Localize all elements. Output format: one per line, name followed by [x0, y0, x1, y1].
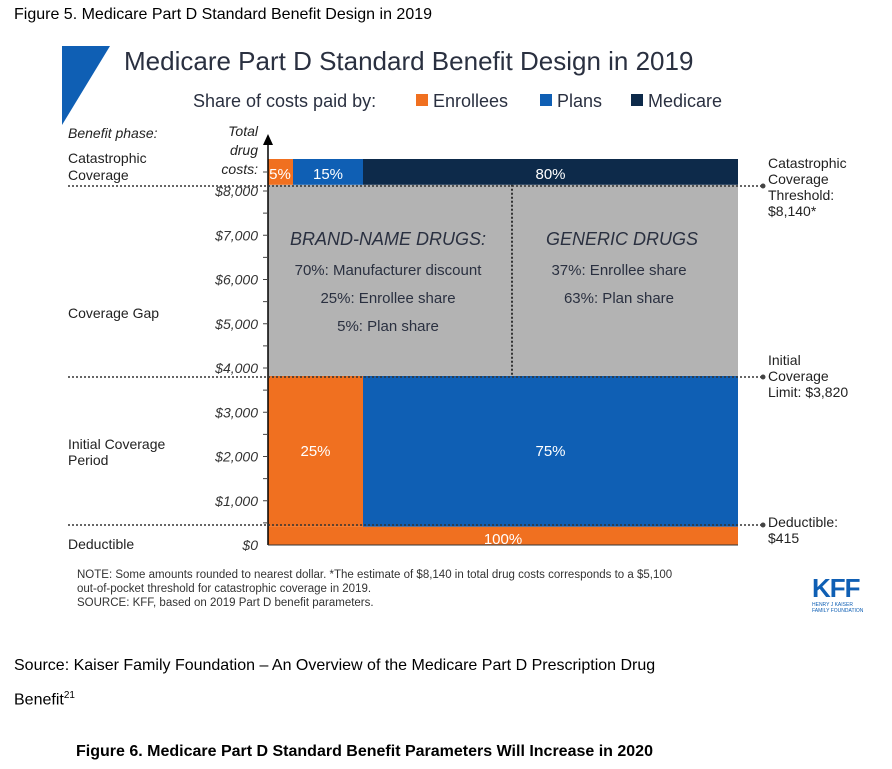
annotation-catastrophic-threshold: $8,140* — [768, 203, 817, 219]
y-tick-label: $6,000 — [214, 272, 258, 288]
source-text-continued: Benefit21 — [14, 690, 75, 709]
annotation-deductible: $415 — [768, 530, 799, 546]
legend-swatch-enrollees — [416, 94, 428, 106]
source-word: Benefit — [14, 691, 64, 709]
chart-note: SOURCE: KFF, based on 2019 Part D benefi… — [77, 597, 374, 609]
y-tick-label: $8,000 — [214, 183, 258, 199]
legend-entry-medicare: Medicare — [648, 91, 722, 111]
annotation-catastrophic-threshold: Catastrophic — [768, 155, 847, 171]
figure-caption: Figure 5. Medicare Part D Standard Benef… — [14, 6, 433, 23]
bar-label-catastrophic-medicare: 80% — [535, 166, 565, 183]
benefit-phase-header: Benefit phase: — [68, 125, 158, 141]
annotation-initial-coverage-limit: Coverage — [768, 368, 829, 384]
annotation-initial-coverage-limit: Initial — [768, 352, 801, 368]
bar-label-catastrophic-plans: 15% — [313, 166, 343, 183]
annotation-deductible: Deductible: — [768, 514, 838, 530]
chart-note: NOTE: Some amounts rounded to nearest do… — [77, 569, 672, 581]
generic-drugs-heading: GENERIC DRUGS — [546, 229, 698, 249]
generic-drugs-line: 63%: Plan share — [564, 290, 674, 307]
y-tick-label: $2,000 — [214, 449, 258, 465]
y-axis-label: Total — [228, 123, 259, 139]
phase-label-initial-coverage-period: Period — [68, 452, 108, 468]
legend-entry-plans: Plans — [557, 91, 602, 111]
legend-swatch-medicare — [631, 94, 643, 106]
bar-label-initial-enrollees: 25% — [300, 443, 330, 460]
bar-initial-coverage-enrollees — [268, 375, 363, 527]
legend-swatch-plans — [540, 94, 552, 106]
annotation-catastrophic-threshold: Threshold: — [768, 187, 834, 203]
boundary-marker-icon — [760, 183, 766, 189]
chart: Medicare Part D Standard Benefit Design … — [62, 46, 864, 614]
phase-label-deductible: Deductible — [68, 536, 134, 552]
bar-initial-coverage-plans — [363, 375, 738, 527]
kff-logo-subtitle: FAMILY FOUNDATION — [812, 608, 864, 614]
bar-label-catastrophic-enrollees: 5% — [269, 166, 291, 183]
next-figure-caption: Figure 6. Medicare Part D Standard Benef… — [76, 743, 653, 760]
y-tick-label: $1,000 — [214, 493, 258, 509]
kff-logo: KFF — [812, 573, 860, 603]
bar-label-initial-plans: 75% — [535, 443, 565, 460]
kff-logo-subtitle: HENRY J KAISER — [812, 602, 853, 608]
brand-drugs-line: 70%: Manufacturer discount — [295, 262, 483, 279]
chart-title: Medicare Part D Standard Benefit Design … — [124, 46, 693, 76]
y-tick-label: $7,000 — [214, 227, 258, 243]
chart-note: out-of-pocket threshold for catastrophic… — [77, 583, 371, 595]
phase-label-catastrophic-coverage: Catastrophic — [68, 150, 147, 166]
generic-drugs-line: 37%: Enrollee share — [551, 262, 686, 279]
phase-label-coverage-gap: Coverage Gap — [68, 305, 159, 321]
legend-label: Share of costs paid by: — [193, 91, 376, 111]
brand-drugs-heading: BRAND-NAME DRUGS: — [290, 229, 486, 249]
legend-entry-enrollees: Enrollees — [433, 91, 508, 111]
y-axis-arrow-icon — [263, 134, 273, 145]
source-text: Source: Kaiser Family Foundation – An Ov… — [14, 657, 656, 674]
bar-catastrophic-enrollees — [268, 159, 293, 185]
boundary-marker-icon — [760, 374, 766, 380]
y-axis-label: costs: — [221, 161, 258, 177]
y-tick-label: $5,000 — [214, 316, 258, 332]
y-tick-label: $4,000 — [214, 360, 258, 376]
bar-deductible-enrollees — [268, 526, 738, 545]
boundary-marker-icon — [760, 522, 766, 528]
y-tick-label: $0 — [241, 537, 258, 553]
phase-label-initial-coverage-period: Initial Coverage — [68, 436, 165, 452]
brand-drugs-line: 5%: Plan share — [337, 318, 439, 335]
bar-catastrophic-medicare — [363, 159, 738, 185]
accent-triangle — [62, 46, 110, 125]
annotation-initial-coverage-limit: Limit: $3,820 — [768, 384, 848, 400]
annotation-catastrophic-threshold: Coverage — [768, 171, 829, 187]
y-tick-label: $3,000 — [214, 404, 258, 420]
bar-label-deductible: 100% — [484, 531, 522, 548]
y-axis-label: drug — [230, 142, 258, 158]
footnote-reference[interactable]: 21 — [63, 690, 75, 701]
phase-label-catastrophic-coverage: Coverage — [68, 167, 129, 183]
brand-drugs-line: 25%: Enrollee share — [320, 290, 455, 307]
bar-catastrophic-plans — [293, 159, 363, 185]
bar-coverage-gap — [268, 184, 738, 376]
